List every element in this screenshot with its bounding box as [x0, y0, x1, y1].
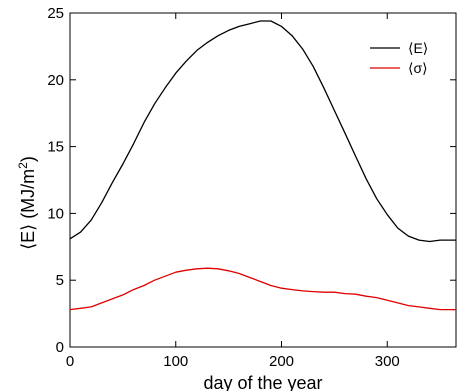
y-axis-label: ⟨E⟩ (MJ/m2)	[16, 156, 38, 250]
y-tick-label: 10	[47, 205, 64, 222]
y-tick-label: 15	[47, 139, 64, 156]
y-axis-label-main: ⟨E⟩ (MJ/m	[18, 169, 38, 250]
legend: ⟨E⟩ ⟨σ⟩	[370, 40, 428, 76]
y-tick-label: 20	[47, 72, 64, 89]
plot-frame	[69, 12, 457, 348]
series-line-2	[69, 267, 456, 311]
series-layer	[69, 20, 456, 311]
y-tick-label: 25	[47, 5, 64, 22]
x-tick-label: 200	[269, 353, 294, 370]
legend-label-1: ⟨E⟩	[408, 40, 428, 56]
y-tick-label: 0	[56, 339, 64, 356]
axes: 0 100 200 300 0 5 10 15 20 25	[47, 5, 457, 370]
y-axis-label-tail: )	[18, 156, 38, 162]
y-tick-label: 5	[56, 272, 64, 289]
x-tick-label: 0	[66, 353, 74, 370]
x-tick-label: 100	[163, 353, 188, 370]
x-tick-label: 300	[375, 353, 400, 370]
x-axis-label: day of the year	[203, 373, 322, 391]
series-line-1	[69, 20, 456, 243]
y-axis-label-superscript: 2	[16, 162, 30, 169]
legend-label-2: ⟨σ⟩	[408, 60, 428, 76]
